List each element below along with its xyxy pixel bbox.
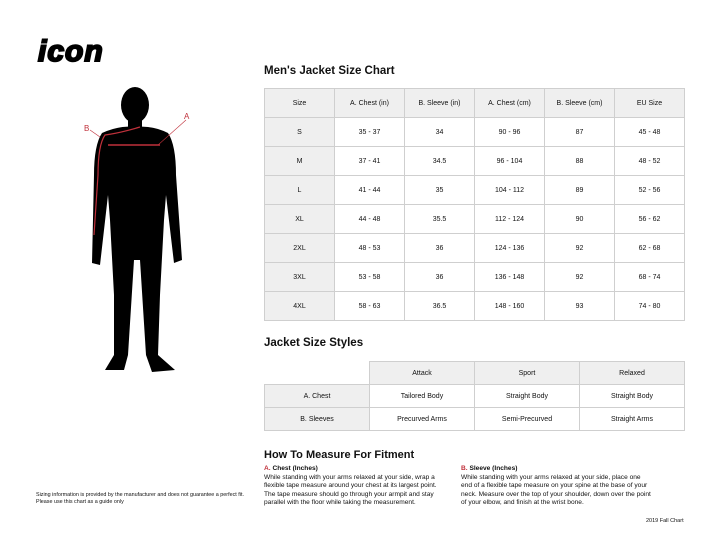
styles-cell: Straight Body — [579, 384, 685, 408]
size-chart-cell: 36 — [404, 262, 475, 292]
size-chart-cell: 96 - 104 — [474, 146, 545, 176]
size-chart-cell: 87 — [544, 117, 615, 147]
size-chart-cell: XL — [264, 204, 335, 234]
size-chart-header-row: Size A. Chest (in) B. Sleeve (in) A. Chest … — [264, 88, 685, 118]
chest-instructions: A. Chest (Inches) While standing with yo… — [264, 465, 449, 508]
size-chart-header-cell: B. Sleeve (in) — [404, 88, 475, 118]
size-chart-cell: 104 - 112 — [474, 175, 545, 205]
size-chart-header-cell: A. Chest (cm) — [474, 88, 545, 118]
size-chart-cell: 58 - 63 — [334, 291, 405, 321]
measure-title: How To Measure For Fitment — [264, 449, 415, 461]
size-chart-row: 2XL 48 - 53 36 124 - 136 92 62 - 68 — [264, 233, 685, 263]
icon-logo: icon — [36, 34, 148, 71]
size-chart-row: XL 44 - 48 35.5 112 - 124 90 56 - 62 — [264, 204, 685, 234]
size-chart-cell: 45 - 48 — [614, 117, 685, 147]
size-chart-cell: 35 — [404, 175, 475, 205]
size-chart-cell: 92 — [544, 233, 615, 263]
styles-row: A. Chest Tailored Body Straight Body Straig… — [264, 384, 685, 408]
footer-chart-date: 2019 Fall Chart — [646, 518, 684, 524]
styles-cell: Semi-Precurved — [474, 407, 580, 431]
size-chart-cell: 52 - 56 — [614, 175, 685, 205]
styles-header-cell: Relaxed — [579, 361, 685, 385]
size-chart-cell: 74 - 80 — [614, 291, 685, 321]
size-chart-cell: 34.5 — [404, 146, 475, 176]
size-chart-cell: 35 - 37 — [334, 117, 405, 147]
size-chart-cell: 88 — [544, 146, 615, 176]
styles-cell: Precurved Arms — [369, 407, 475, 431]
size-chart-row: M 37 - 41 34.5 96 - 104 88 48 - 52 — [264, 146, 685, 176]
size-chart-cell: 90 — [544, 204, 615, 234]
size-chart-cell: 90 - 96 — [474, 117, 545, 147]
size-chart-cell: 48 - 53 — [334, 233, 405, 263]
size-chart-cell: 4XL — [264, 291, 335, 321]
size-chart-row: 3XL 53 - 58 36 136 - 148 92 68 - 74 — [264, 262, 685, 292]
chest-text: While standing with your arms relaxed at… — [264, 473, 437, 507]
styles-header-cell: Attack — [369, 361, 475, 385]
size-chart-cell: 36 — [404, 233, 475, 263]
chest-letter: A. — [264, 465, 271, 472]
styles-cell: Straight Arms — [579, 407, 685, 431]
size-chart-row: S 35 - 37 34 90 - 96 87 45 - 48 — [264, 117, 685, 147]
size-chart-cell: L — [264, 175, 335, 205]
chest-heading: Chest (Inches) — [272, 465, 318, 472]
size-chart-cell: 124 - 136 — [474, 233, 545, 263]
disclaimer: Sizing information is provided by the ma… — [36, 492, 244, 505]
size-chart-cell: 41 - 44 — [334, 175, 405, 205]
size-chart-cell: 35.5 — [404, 204, 475, 234]
label-a: A — [184, 112, 190, 121]
sleeve-text: While standing with your arms relaxed at… — [461, 473, 651, 507]
size-chart-cell: 92 — [544, 262, 615, 292]
sleeve-letter: B. — [461, 465, 468, 472]
styles-row: B. Sleeves Precurved Arms Semi-Precurved St… — [264, 407, 685, 431]
label-b: B — [84, 124, 89, 133]
size-chart-cell: 34 — [404, 117, 475, 147]
styles-header-cell: Sport — [474, 361, 580, 385]
size-chart-row: 4XL 58 - 63 36.5 148 - 160 93 74 - 80 — [264, 291, 685, 321]
size-chart-cell: 136 - 148 — [474, 262, 545, 292]
size-chart-cell: 44 - 48 — [334, 204, 405, 234]
size-chart-cell: 112 - 124 — [474, 204, 545, 234]
size-chart-cell: 2XL — [264, 233, 335, 263]
size-chart-header-cell: EU Size — [614, 88, 685, 118]
styles-cell: A. Chest — [264, 384, 370, 408]
size-chart-header-cell: A. Chest (in) — [334, 88, 405, 118]
size-chart-cell: 62 - 68 — [614, 233, 685, 263]
size-chart-cell: S — [264, 117, 335, 147]
svg-text:icon: icon — [38, 36, 104, 66]
sleeve-heading: Sleeve (Inches) — [469, 465, 518, 472]
size-chart-cell: 53 - 58 — [334, 262, 405, 292]
styles-header-cell — [264, 361, 370, 385]
size-chart-cell: 3XL — [264, 262, 335, 292]
size-chart-cell: 68 - 74 — [614, 262, 685, 292]
size-chart-cell: 37 - 41 — [334, 146, 405, 176]
styles-cell: Tailored Body — [369, 384, 475, 408]
size-chart-cell: 48 - 52 — [614, 146, 685, 176]
styles-cell: B. Sleeves — [264, 407, 370, 431]
size-chart-cell: 148 - 160 — [474, 291, 545, 321]
size-chart-title: Men's Jacket Size Chart — [264, 65, 395, 77]
sleeve-instructions: B. Sleeve (Inches) While standing with y… — [461, 465, 651, 508]
size-chart-cell: 36.5 — [404, 291, 475, 321]
size-chart-header-cell: Size — [264, 88, 335, 118]
size-chart-cell: M — [264, 146, 335, 176]
size-chart-header-cell: B. Sleeve (cm) — [544, 88, 615, 118]
size-chart-row: L 41 - 44 35 104 - 112 89 52 - 56 — [264, 175, 685, 205]
size-chart-cell: 56 - 62 — [614, 204, 685, 234]
body-silhouette-figure: A B — [80, 85, 200, 385]
size-chart-table: Size A. Chest (in) B. Sleeve (in) A. Chest … — [264, 88, 685, 321]
styles-title: Jacket Size Styles — [264, 337, 364, 349]
size-chart-cell: 89 — [544, 175, 615, 205]
size-chart-cell: 93 — [544, 291, 615, 321]
styles-header-row: Attack Sport Relaxed — [264, 361, 685, 385]
styles-cell: Straight Body — [474, 384, 580, 408]
styles-table: Attack Sport Relaxed A. Chest Tailored Body S… — [264, 361, 685, 431]
